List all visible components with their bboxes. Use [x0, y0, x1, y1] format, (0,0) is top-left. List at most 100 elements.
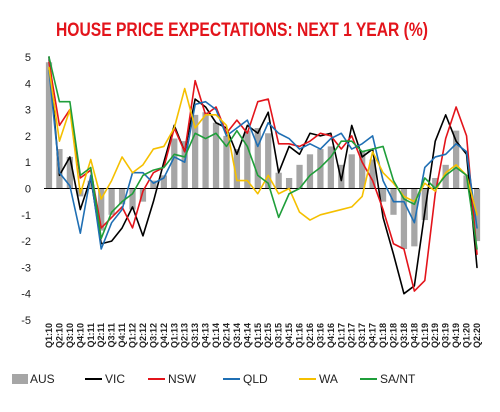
- bar-aus: [317, 149, 324, 189]
- bar-aus: [306, 154, 314, 189]
- x-tick-label: Q2:12: [138, 323, 148, 348]
- x-tick-label: Q3:10: [65, 323, 75, 348]
- x-tick-label: Q1:15: [253, 323, 263, 348]
- x-tick-label: Q1:19: [420, 323, 430, 348]
- bar-aus: [254, 128, 261, 189]
- x-tick-label: Q2:10: [54, 323, 64, 348]
- bar-aus: [202, 112, 209, 189]
- bar-aus: [66, 156, 74, 189]
- x-tick-label: Q2:19: [430, 323, 440, 348]
- bar-aus: [432, 177, 439, 189]
- x-tick-label: Q2:18: [388, 323, 398, 348]
- bar-aus: [275, 172, 282, 189]
- x-tick-label: Q4:13: [201, 323, 211, 348]
- y-tick-label: -4: [21, 289, 31, 301]
- x-tick-label: Q4:10: [75, 323, 85, 348]
- bar-aus: [265, 133, 272, 189]
- x-tick-label: Q4:16: [326, 323, 336, 348]
- x-tick-label: Q2:16: [305, 323, 315, 348]
- x-tick-label: Q4:18: [409, 323, 419, 348]
- bar-aus: [244, 130, 251, 189]
- x-tick-label: Q3:17: [357, 323, 367, 348]
- y-tick-label: -2: [21, 236, 31, 248]
- x-tick-label: Q1:12: [128, 323, 138, 348]
- x-tick-label: Q4:11: [117, 323, 127, 348]
- bar-aus: [160, 175, 167, 189]
- bar-aus: [400, 188, 408, 249]
- legend-label-nsw: NSW: [168, 372, 197, 386]
- x-tick-label: Q4:14: [242, 323, 252, 348]
- x-tick-label: Q2:14: [221, 323, 231, 348]
- x-tick-label: Q4:17: [368, 323, 378, 348]
- chart-title: HOUSE PRICE EXPECTATIONS: NEXT 1 YEAR (%…: [56, 20, 428, 41]
- x-tick-label: Q2:15: [263, 323, 273, 348]
- bar-aus: [45, 62, 53, 189]
- bar-aus: [285, 177, 293, 189]
- x-tick-label: Q1:14: [211, 323, 221, 348]
- legend-swatch-aus: [12, 374, 28, 384]
- x-tick-label: Q3:18: [399, 323, 409, 348]
- series-line-nsw: [48, 61, 478, 292]
- x-axis-labels: Q1:10 Q2:10 Q3:10 Q4:10 Q1:11 Q2:11 Q3:11 Q4:11…: [44, 323, 482, 348]
- bar-aus: [171, 138, 178, 189]
- bar-aus: [212, 122, 220, 189]
- x-tick-label: Q1:20: [462, 323, 472, 348]
- bar-aus: [452, 130, 460, 189]
- bar-aus: [421, 188, 428, 221]
- bar-aus: [150, 180, 157, 189]
- x-tick-label: Q2:20: [472, 323, 482, 348]
- y-tick-label: 4: [25, 78, 31, 90]
- bar-aus: [379, 188, 387, 202]
- series-line-sa-nt: [48, 56, 478, 250]
- x-tick-label: Q3:15: [274, 323, 284, 348]
- bar-aus: [108, 188, 115, 215]
- bar-aus: [192, 114, 199, 189]
- legend-label-aus: AUS: [30, 372, 55, 386]
- bar-aus: [233, 149, 241, 189]
- bar-aus: [139, 188, 147, 202]
- x-tick-label: Q2:11: [96, 323, 106, 348]
- x-tick-label: Q3:11: [107, 323, 117, 348]
- bar-aus: [369, 159, 376, 189]
- series-line-qld: [48, 69, 478, 250]
- bar-aus: [98, 188, 105, 231]
- x-tick-label: Q3:12: [148, 323, 158, 348]
- x-tick-label: Q4:15: [284, 323, 294, 348]
- y-tick-label: 3: [25, 105, 31, 117]
- legend-label-qld: QLD: [243, 372, 268, 386]
- series-line-wa: [48, 66, 478, 221]
- y-tick-label: 1: [25, 157, 31, 169]
- bar-aus: [223, 135, 230, 189]
- bar-aus: [442, 164, 449, 189]
- bar-aus: [359, 151, 366, 189]
- x-tick-label: Q1:11: [86, 323, 96, 348]
- y-tick-label: 0: [25, 184, 31, 196]
- x-tick-label: Q1:16: [295, 323, 305, 348]
- x-tick-label: Q4:19: [451, 323, 461, 348]
- y-tick-label: -3: [21, 262, 31, 274]
- x-tick-label: Q1:10: [44, 323, 54, 348]
- y-tick-label: 2: [25, 131, 31, 143]
- x-tick-label: Q3:14: [232, 323, 242, 348]
- y-axis-labels: 5 4 3 2 1 0 -1 -2 -3 -4 -5: [21, 52, 31, 327]
- x-tick-label: Q2:13: [180, 323, 190, 348]
- x-tick-label: Q3:16: [315, 323, 325, 348]
- legend-label-wa: WA: [319, 372, 338, 386]
- x-tick-label: Q4:12: [159, 323, 169, 348]
- y-tick-label: 5: [25, 52, 31, 64]
- legend-label-sa-nt: SA/NT: [380, 372, 416, 386]
- bar-aus: [463, 175, 470, 189]
- x-tick-label: Q3:13: [190, 323, 200, 348]
- series-line-vic: [48, 56, 478, 295]
- bar-aus: [87, 180, 94, 189]
- x-tick-label: Q3:19: [441, 323, 451, 348]
- legend-label-vic: VIC: [105, 372, 125, 386]
- legend: AUS VIC NSW QLD WA SA/NT: [12, 372, 416, 386]
- x-tick-label: Q1:17: [336, 323, 346, 348]
- bar-aus: [118, 188, 126, 205]
- bar-aus: [411, 188, 418, 247]
- line-series: [48, 56, 478, 295]
- bar-aus: [181, 141, 188, 189]
- bar-aus: [348, 154, 355, 189]
